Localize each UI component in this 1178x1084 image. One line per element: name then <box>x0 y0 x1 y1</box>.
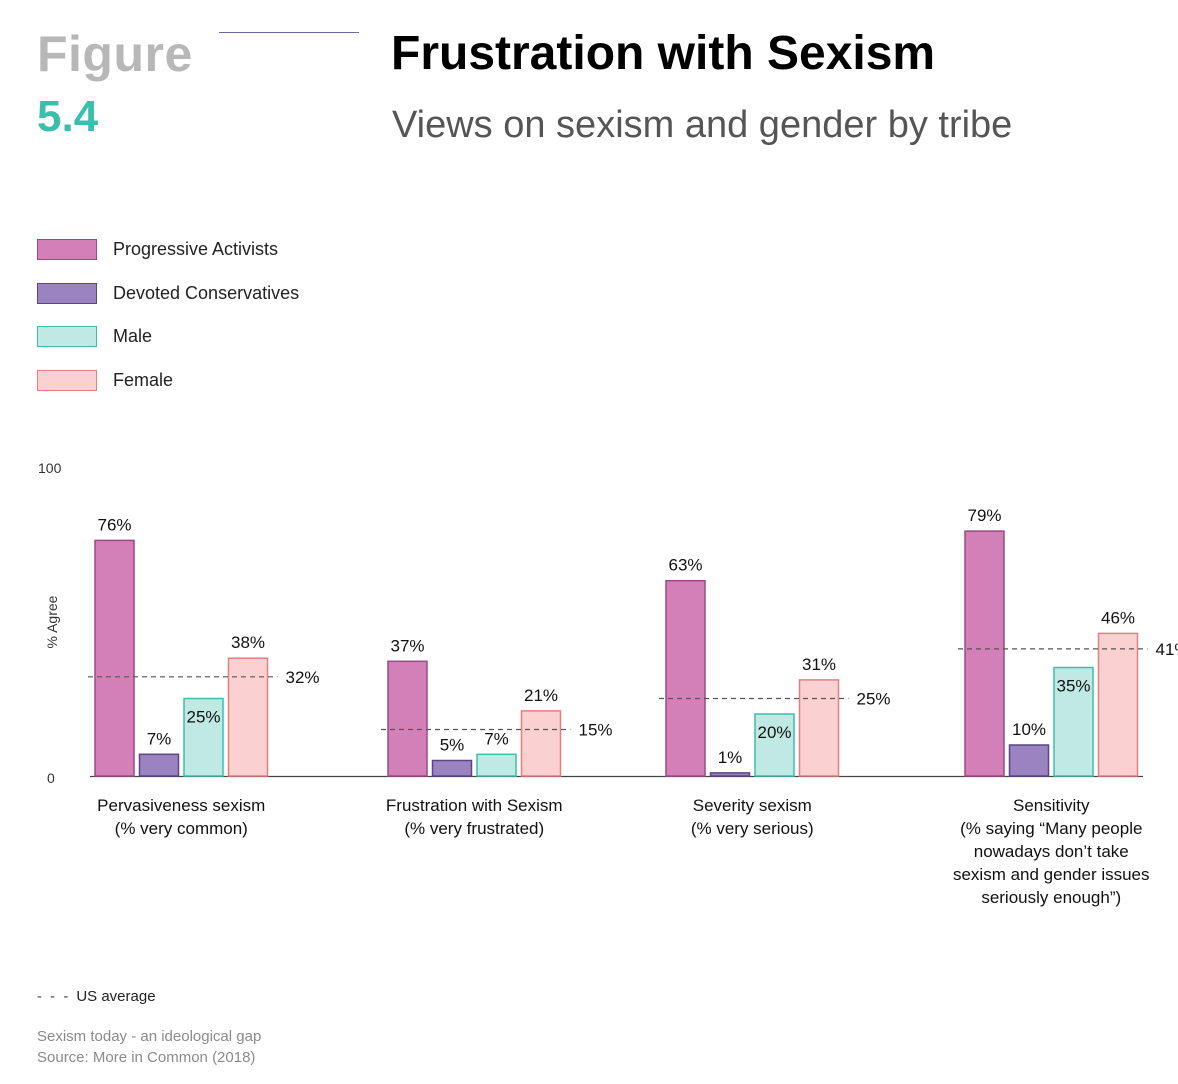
bar-devoted-conservatives <box>138 753 180 777</box>
x-category-label: (% saying “Many people <box>960 819 1142 838</box>
y-tick-label: 100 <box>38 460 62 476</box>
bar-value-label: 38% <box>231 633 265 652</box>
bar-female <box>798 679 840 777</box>
legend-item-male: Male <box>37 315 299 359</box>
bar-value-label: 79% <box>967 506 1001 525</box>
legend-item-progressive-activists: Progressive Activists <box>37 228 299 272</box>
bar-value-label: 37% <box>390 636 424 655</box>
x-category-label: Sensitivity <box>1013 796 1090 815</box>
bar-value-label: 25% <box>186 708 220 727</box>
bar-value-label: 21% <box>524 686 558 705</box>
legend-item-female: Female <box>37 359 299 403</box>
x-category-label: Frustration with Sexism <box>386 796 563 815</box>
bar-progressive-activists <box>665 579 706 777</box>
x-category-label: sexism and gender issues <box>953 865 1150 884</box>
y-tick-label: 0 <box>47 770 55 786</box>
bar-male <box>1053 666 1094 777</box>
bar-progressive-activists <box>964 530 1005 777</box>
bar-female <box>520 710 562 777</box>
legend-label: Female <box>113 369 174 390</box>
x-category-label: Pervasiveness sexism <box>97 796 265 815</box>
legend-label: Male <box>113 326 153 347</box>
bar-value-label: 76% <box>97 515 131 534</box>
bar-value-label: 7% <box>484 729 509 748</box>
us-average-dash-icon: - - - <box>37 988 71 1005</box>
figure-word: Figure <box>37 26 193 82</box>
bar-devoted-conservatives <box>709 772 751 777</box>
header-rule <box>219 32 359 33</box>
bar-value-label: 35% <box>1056 677 1090 696</box>
x-category-label: (% very serious) <box>691 819 814 838</box>
us-average-value-label: 25% <box>857 690 891 709</box>
us-average-value-label: 41% <box>1156 640 1178 659</box>
x-category-label: nowadays don’t take <box>974 842 1129 861</box>
bar-devoted-conservatives <box>431 759 473 777</box>
figure-number: 5.4 <box>37 92 99 141</box>
bar-value-label: 20% <box>757 723 791 742</box>
us-average-value-label: 32% <box>286 668 320 687</box>
bar-male <box>754 713 795 777</box>
x-category-label: seriously enough”) <box>981 888 1121 907</box>
bar-value-label: 63% <box>668 556 702 575</box>
legend-label: Progressive Activists <box>113 239 279 260</box>
bar-female <box>1097 632 1139 777</box>
bar-devoted-conservatives <box>1008 744 1050 777</box>
bar-value-label: 5% <box>440 736 465 755</box>
bar-value-label: 46% <box>1101 608 1135 627</box>
bar-value-label: 31% <box>802 655 836 674</box>
footer-caption: Sexism today - an ideological gap <box>37 1028 262 1045</box>
bar-value-label: 7% <box>147 729 172 748</box>
bar-progressive-activists <box>387 660 428 777</box>
legend-swatch-male <box>37 326 97 348</box>
us-average-value-label: 15% <box>579 721 613 740</box>
bar-value-label: 1% <box>718 748 743 767</box>
bar-male <box>183 697 224 777</box>
x-category-label: Severity sexism <box>693 796 812 815</box>
legend-label: Devoted Conservatives <box>113 282 300 303</box>
us-average-legend: - - - US average <box>37 988 156 1005</box>
bar-progressive-activists <box>94 539 135 777</box>
legend-item-devoted-conservatives: Devoted Conservatives <box>37 272 299 316</box>
y-axis-label: % Agree <box>44 595 60 648</box>
footer-source: Source: More in Common (2018) <box>37 1049 256 1066</box>
x-category-label: (% very frustrated) <box>404 819 544 838</box>
legend: Progressive Activists Devoted Conservati… <box>37 228 299 402</box>
x-category-label: (% very common) <box>115 819 248 838</box>
legend-swatch-female <box>37 369 97 391</box>
chart-title: Frustration with Sexism <box>391 27 936 80</box>
legend-swatch-devoted-conservatives <box>37 282 97 304</box>
bar-value-label: 10% <box>1012 720 1046 739</box>
chart-subtitle: Views on sexism and gender by tribe <box>392 104 1013 146</box>
us-average-label: US average <box>76 988 156 1005</box>
legend-swatch-progressive-activists <box>37 239 97 261</box>
bar-female <box>227 657 269 777</box>
bar-male <box>476 753 517 777</box>
bar-chart: % Agree 100 0 76% 7% 25% 38% 32% Pervasiveness s… <box>38 460 1178 907</box>
